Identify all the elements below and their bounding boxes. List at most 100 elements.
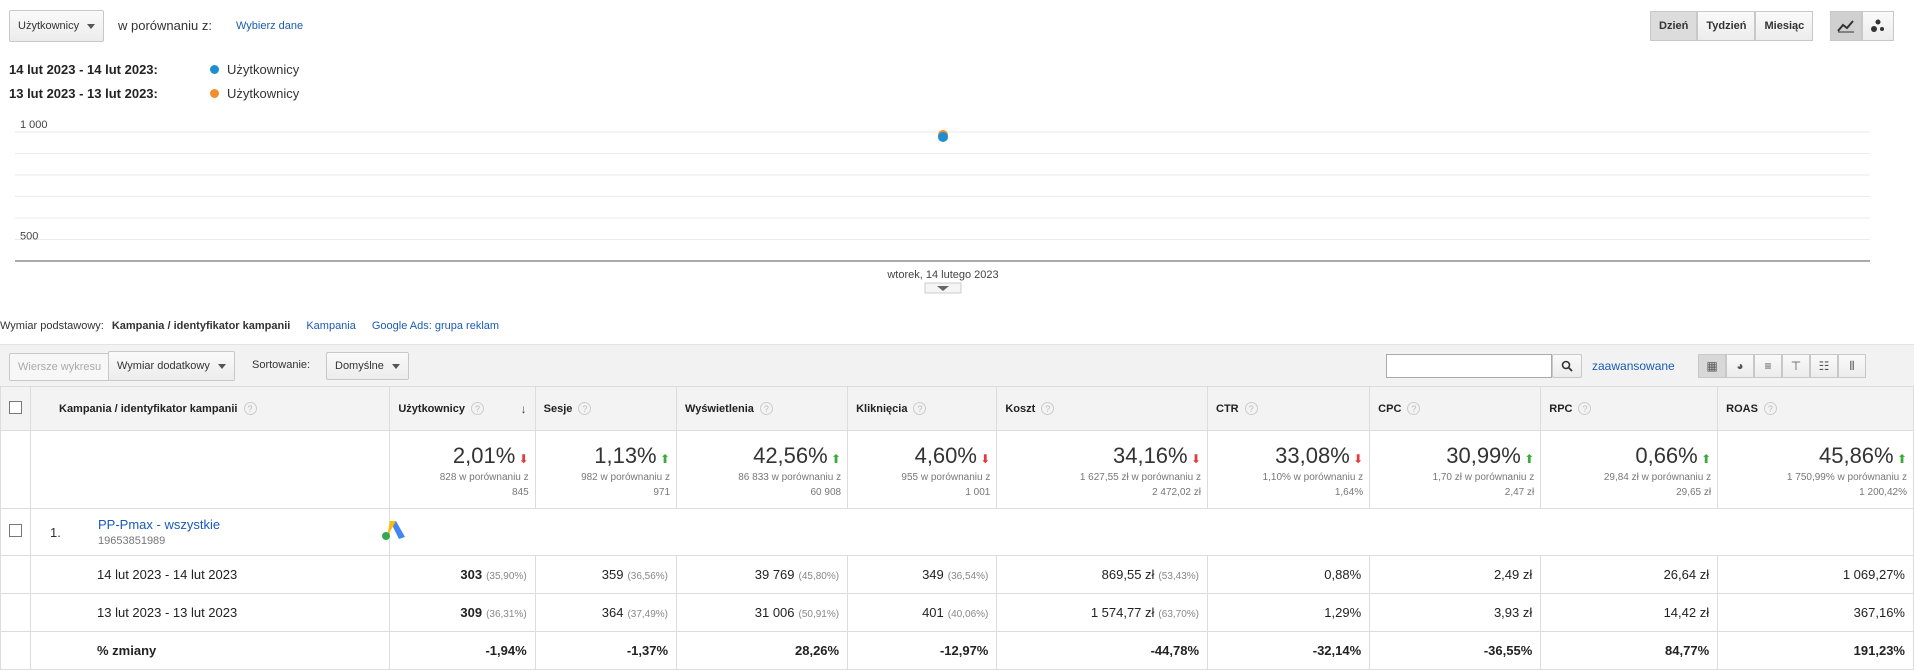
row-spacer-cell — [0, 593, 31, 632]
table-view-toggle: ▦ ◕ ≡ ⊤ ☷ ⦀ — [1698, 354, 1866, 378]
cell-value: 3,93 zł — [1493, 605, 1533, 620]
summary-compare-text: 1,70 zł w porównaniu z — [1432, 472, 1535, 483]
metric-select-label: Użytkownicy — [18, 20, 80, 32]
header-checkbox-cell — [0, 386, 31, 431]
period-month-button[interactable]: Miesiąc — [1755, 11, 1814, 41]
cell-share: (37,49%) — [627, 609, 669, 620]
advanced-filter-link[interactable]: zaawansowane — [1592, 359, 1675, 373]
arrow-down-icon: ⬇ — [976, 452, 991, 466]
summary-percent: 0,66% ⬆ — [1547, 443, 1711, 469]
cell-clicks: 401 (40,06%) — [847, 593, 998, 632]
campaign-row: 1. PP-Pmax - wszystkie 19653851989 — [0, 508, 1914, 556]
cell-value: 869,55 zł — [1101, 567, 1155, 582]
cell-value: 1,29% — [1324, 605, 1362, 620]
compare-label: w porównaniu z: — [118, 18, 212, 33]
cell-value: 28,26% — [795, 643, 840, 658]
legend-label: Użytkownicy — [227, 86, 300, 101]
dimension-option-adgroup[interactable]: Google Ads: grupa reklam — [371, 320, 500, 332]
legend-label: Użytkownicy — [227, 62, 300, 77]
help-icon[interactable]: ? — [578, 402, 592, 415]
sort-desc-icon: ↓ — [520, 401, 527, 416]
column-header-cost[interactable]: Koszt? — [996, 386, 1208, 431]
sort-value: Domyślne — [335, 360, 384, 372]
cell-clicks: -12,97% — [847, 631, 998, 670]
line-chart-icon[interactable] — [1830, 11, 1862, 41]
summary-compare-text: 955 w porównaniu z — [901, 472, 991, 483]
column-header-cpc[interactable]: CPC? — [1369, 386, 1542, 431]
cell-value: 1 069,27% — [1842, 567, 1905, 582]
term-cloud-view-icon[interactable]: ☷ — [1810, 354, 1838, 378]
chart-rows-button[interactable]: Wiersze wykresu — [9, 353, 111, 381]
search-input[interactable] — [1386, 354, 1552, 378]
column-header-users[interactable]: Użytkownicy? ↓ — [389, 386, 536, 431]
cell-clicks: 349 (36,54%) — [847, 555, 998, 594]
help-icon[interactable]: ? — [1244, 402, 1258, 415]
help-icon[interactable]: ? — [1578, 402, 1592, 415]
period-toggle: Dzień Tydzień Miesiąc — [1650, 11, 1814, 41]
cell-value: 26,64 zł — [1663, 567, 1710, 582]
cell-cpc: -36,55% — [1369, 631, 1542, 670]
primary-dimension-label: Wymiar podstawowy: — [0, 320, 104, 332]
cell-users: 303 (35,90%) — [389, 555, 536, 594]
cell-users: -1,94% — [389, 631, 536, 670]
cell-cost: 869,55 zł (53,43%) — [996, 555, 1208, 594]
help-icon[interactable]: ? — [1041, 402, 1055, 415]
column-header-ctr[interactable]: CTR? — [1206, 386, 1371, 431]
cell-value: -12,97% — [939, 643, 989, 658]
column-header-rpc[interactable]: RPC? — [1540, 386, 1719, 431]
summary-percent: 34,16% ⬇ — [1003, 443, 1201, 469]
help-icon[interactable]: ? — [913, 402, 927, 415]
search-button[interactable] — [1552, 354, 1582, 378]
summary-compare-text: 1 627,55 zł w porównaniu z — [1079, 472, 1201, 483]
metric-select[interactable]: Użytkownicy — [9, 10, 105, 42]
data-table-view-icon[interactable]: ▦ — [1698, 354, 1726, 378]
help-icon[interactable]: ? — [470, 401, 484, 415]
summary-cell-ctr: 33,08% ⬇ 1,10% w porównaniu z 1,64% — [1206, 430, 1371, 509]
summary-compare-value: 1 200,42% — [1859, 487, 1907, 498]
summary-percent-value: 1,13% — [594, 443, 657, 468]
comparison-view-icon[interactable]: ⊤ — [1782, 354, 1810, 378]
help-icon[interactable]: ? — [243, 402, 257, 415]
summary-cell-roas: 45,86% ⬆ 1 750,99% w porównaniu z 1 200,42… — [1717, 430, 1914, 509]
summary-percent-value: 34,16% — [1112, 443, 1188, 468]
summary-cell-rpc: 0,66% ⬆ 29,84 zł w porównaniu z 29,65 zł — [1540, 430, 1719, 509]
period-week-button[interactable]: Tydzień — [1697, 11, 1756, 41]
campaign-link[interactable]: PP-Pmax - wszystkie — [98, 517, 221, 532]
summary-cell-impressions: 42,56% ⬆ 86 833 w porównaniu z 60 908 — [676, 430, 849, 509]
secondary-dimension-select[interactable]: Wymiar dodatkowy — [108, 351, 235, 381]
data-point[interactable] — [938, 132, 948, 142]
arrow-up-icon: ⬆ — [827, 452, 842, 466]
sort-select[interactable]: Domyślne — [326, 352, 409, 380]
row-spacer-cell — [0, 631, 31, 670]
column-header-clicks[interactable]: Kliknięcia? — [847, 386, 998, 431]
column-header-sessions[interactable]: Sesje? — [534, 386, 678, 431]
cell-value: -32,14% — [1312, 643, 1362, 658]
summary-compare-value: 2 472,02 zł — [1152, 487, 1201, 498]
cell-value: 349 — [922, 567, 944, 582]
help-icon[interactable]: ? — [1407, 402, 1421, 415]
cell-share: (63,70%) — [1158, 609, 1199, 620]
help-icon[interactable]: ? — [759, 402, 773, 415]
period-day-button[interactable]: Dzień — [1650, 11, 1698, 41]
motion-chart-icon[interactable] — [1862, 11, 1894, 41]
chevron-down-icon — [87, 23, 96, 29]
dimension-option-campaign[interactable]: Kampania — [306, 320, 356, 332]
chevron-down-icon — [391, 363, 400, 369]
column-header-roas[interactable]: ROAS? — [1717, 386, 1914, 431]
select-all-checkbox[interactable] — [9, 400, 22, 414]
summary-compare-value: 1 001 — [965, 487, 991, 498]
cell-roas: 191,23% — [1717, 631, 1914, 670]
data-table: Kampania / identyfikator kampanii? Użytk… — [0, 386, 1914, 670]
row-checkbox[interactable] — [9, 524, 22, 537]
column-header-label: ROAS — [1726, 403, 1758, 415]
help-icon[interactable]: ? — [1763, 402, 1777, 415]
summary-compare-text: 982 w porównaniu z — [581, 472, 671, 483]
pivot-view-icon[interactable]: ⦀ — [1838, 354, 1866, 378]
performance-view-icon[interactable]: ≡ — [1754, 354, 1782, 378]
column-header-label: RPC — [1549, 403, 1573, 415]
cell-share: (36,31%) — [486, 609, 527, 620]
dimension-header: Kampania / identyfikator kampanii? — [29, 386, 391, 431]
column-header-impressions[interactable]: Wyświetlenia? — [676, 386, 849, 431]
choose-data-link[interactable]: Wybierz dane — [236, 20, 304, 32]
pie-chart-view-icon[interactable]: ◕ — [1726, 354, 1754, 378]
